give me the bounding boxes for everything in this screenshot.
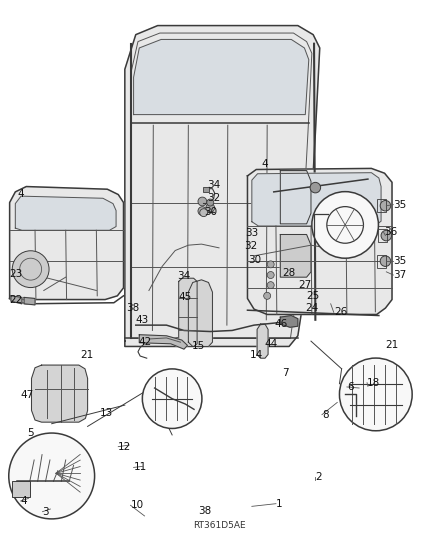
Text: 7: 7 bbox=[282, 368, 289, 378]
Circle shape bbox=[200, 209, 208, 216]
Text: 46: 46 bbox=[274, 319, 287, 329]
Text: 45: 45 bbox=[179, 293, 192, 302]
Polygon shape bbox=[125, 26, 320, 346]
Text: 12: 12 bbox=[118, 442, 131, 451]
Polygon shape bbox=[247, 168, 392, 314]
Circle shape bbox=[206, 204, 215, 212]
Text: 14: 14 bbox=[250, 350, 263, 360]
Text: 32: 32 bbox=[244, 241, 258, 251]
Circle shape bbox=[310, 182, 321, 193]
Text: 35: 35 bbox=[393, 256, 406, 266]
Polygon shape bbox=[252, 173, 381, 226]
Polygon shape bbox=[257, 324, 268, 358]
Text: 4: 4 bbox=[21, 496, 27, 506]
Text: 44: 44 bbox=[264, 339, 277, 349]
Text: 34: 34 bbox=[207, 181, 220, 190]
Polygon shape bbox=[32, 365, 88, 422]
Polygon shape bbox=[11, 296, 22, 304]
Bar bbox=[377, 255, 386, 268]
Text: 22: 22 bbox=[9, 295, 22, 304]
Text: 38: 38 bbox=[126, 303, 139, 313]
Circle shape bbox=[380, 200, 391, 211]
Polygon shape bbox=[24, 297, 35, 305]
Polygon shape bbox=[139, 335, 187, 349]
Text: 43: 43 bbox=[136, 315, 149, 325]
Circle shape bbox=[339, 358, 412, 431]
Bar bbox=[377, 199, 386, 212]
Text: 47: 47 bbox=[20, 391, 33, 400]
Text: 18: 18 bbox=[367, 378, 380, 387]
Text: 24: 24 bbox=[306, 303, 319, 313]
Polygon shape bbox=[134, 39, 309, 115]
Circle shape bbox=[12, 251, 49, 288]
Polygon shape bbox=[280, 235, 311, 277]
Text: 5: 5 bbox=[28, 428, 34, 438]
Circle shape bbox=[142, 369, 202, 429]
Text: 21: 21 bbox=[81, 350, 94, 360]
Text: 30: 30 bbox=[248, 255, 261, 265]
Text: 37: 37 bbox=[393, 270, 406, 280]
Circle shape bbox=[312, 192, 378, 258]
Circle shape bbox=[264, 292, 271, 300]
Text: 4: 4 bbox=[262, 159, 268, 169]
Text: 28: 28 bbox=[283, 268, 296, 278]
Polygon shape bbox=[188, 280, 212, 346]
Text: 42: 42 bbox=[138, 337, 152, 346]
Text: 32: 32 bbox=[207, 193, 220, 203]
Text: 4: 4 bbox=[18, 189, 24, 199]
Text: 3: 3 bbox=[42, 507, 49, 516]
Bar bbox=[12, 481, 30, 497]
Polygon shape bbox=[280, 316, 298, 327]
Text: 10: 10 bbox=[131, 500, 144, 510]
Text: 1: 1 bbox=[276, 499, 283, 508]
Text: 6: 6 bbox=[347, 382, 353, 392]
Text: 30: 30 bbox=[205, 207, 218, 216]
Text: 26: 26 bbox=[334, 308, 347, 317]
Polygon shape bbox=[15, 196, 116, 230]
Text: 25: 25 bbox=[307, 292, 320, 301]
Polygon shape bbox=[280, 171, 311, 224]
Text: 23: 23 bbox=[9, 269, 22, 279]
Text: 27: 27 bbox=[299, 280, 312, 289]
Circle shape bbox=[198, 207, 207, 215]
Polygon shape bbox=[10, 187, 124, 300]
Text: 11: 11 bbox=[134, 463, 147, 472]
Polygon shape bbox=[179, 278, 197, 346]
Text: 15: 15 bbox=[191, 342, 205, 351]
Circle shape bbox=[267, 271, 274, 279]
Text: RT361D5AE: RT361D5AE bbox=[193, 521, 245, 529]
Circle shape bbox=[267, 281, 274, 289]
Bar bbox=[378, 229, 387, 242]
Text: 21: 21 bbox=[385, 341, 399, 350]
Bar bbox=[203, 187, 209, 192]
Circle shape bbox=[381, 230, 392, 241]
Circle shape bbox=[207, 199, 214, 206]
Circle shape bbox=[9, 433, 95, 519]
Text: 13: 13 bbox=[100, 408, 113, 418]
Text: 36: 36 bbox=[384, 228, 397, 237]
Text: 33: 33 bbox=[245, 229, 258, 238]
Circle shape bbox=[198, 197, 207, 206]
Circle shape bbox=[267, 261, 274, 268]
Text: 35: 35 bbox=[393, 200, 406, 209]
Circle shape bbox=[380, 256, 391, 266]
Text: 2: 2 bbox=[315, 472, 322, 482]
Text: 38: 38 bbox=[198, 506, 212, 515]
Text: 8: 8 bbox=[322, 410, 328, 419]
Text: 34: 34 bbox=[177, 271, 190, 281]
